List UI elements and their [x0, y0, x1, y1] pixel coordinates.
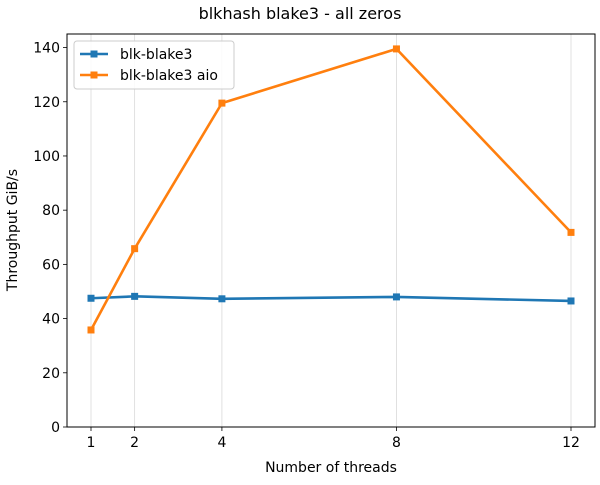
y-axis-label: Throughput GiB/s [5, 169, 21, 292]
y-axis: 0 20 40 60 80 100 120 140 [33, 41, 67, 436]
y-tick-label: 20 [42, 366, 60, 382]
y-tick-label: 0 [51, 420, 60, 436]
x-tick-label: 1 [87, 435, 96, 451]
x-tick-label: 4 [217, 435, 226, 451]
x-tick-label: 2 [130, 435, 139, 451]
grid [90, 34, 572, 427]
legend-marker [90, 50, 98, 58]
legend-box [73, 40, 235, 90]
data-point [392, 45, 400, 53]
legend: blk-blake3 blk-blake3 aio [73, 40, 235, 90]
y-tick-label: 140 [33, 41, 60, 57]
data-point [131, 245, 139, 253]
y-tick-label: 60 [42, 257, 60, 273]
legend-label: blk-blake3 [120, 47, 192, 63]
x-axis: 1 2 4 8 12 [87, 427, 580, 451]
y-tick-label: 40 [42, 312, 60, 328]
data-point [392, 293, 400, 301]
y-tick-label: 100 [33, 149, 60, 165]
data-point [131, 292, 139, 300]
legend-label: blk-blake3 aio [120, 68, 218, 84]
data-point [218, 295, 226, 303]
data-point [218, 99, 226, 107]
plot-frame [66, 33, 596, 428]
x-tick-label: 8 [392, 435, 401, 451]
y-tick-label: 120 [33, 95, 60, 111]
data-point [567, 228, 575, 236]
series-line [90, 295, 572, 303]
series-layer [87, 45, 575, 334]
x-tick-label: 12 [562, 435, 580, 451]
data-point [87, 326, 95, 334]
series-line [89, 47, 572, 331]
y-tick-label: 80 [42, 203, 60, 219]
data-point [87, 294, 95, 302]
x-axis-label: Number of threads [265, 460, 397, 476]
legend-marker [90, 71, 98, 79]
data-point [567, 297, 575, 305]
chart-title: blkhash blake3 - all zeros [199, 4, 402, 23]
